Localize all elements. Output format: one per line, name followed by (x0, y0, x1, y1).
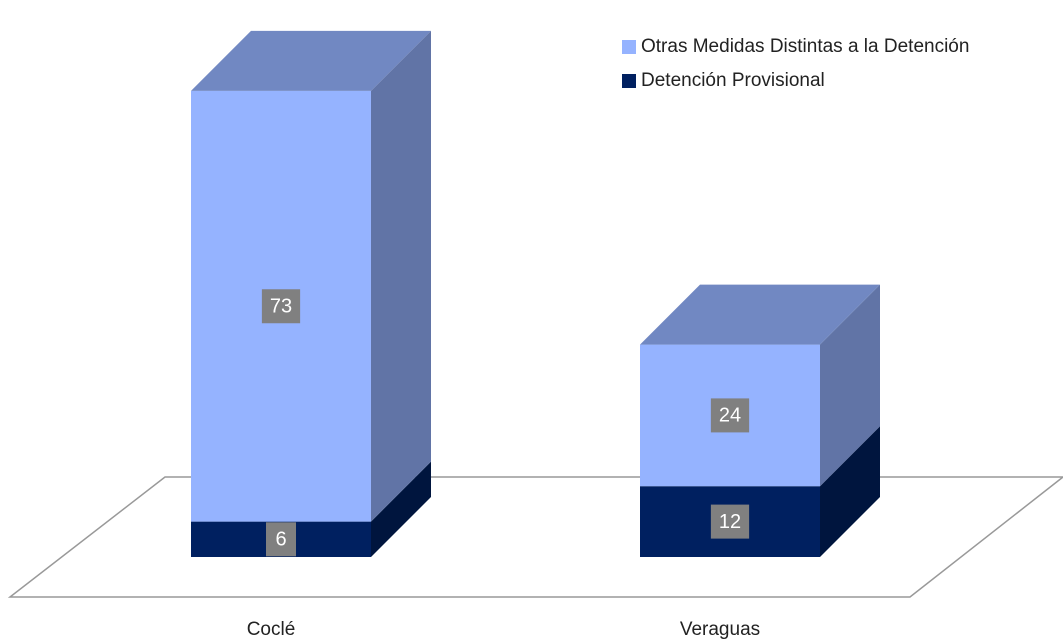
legend-label: Otras Medidas Distintas a la Detención (641, 36, 969, 57)
bar-side (820, 284, 880, 487)
data-label-box (261, 289, 301, 324)
data-label: 12 (719, 511, 741, 533)
legend-label: Detención Provisional (641, 70, 825, 91)
data-label: 24 (719, 405, 741, 427)
bar-top (640, 284, 880, 345)
data-label: 6 (275, 529, 286, 551)
data-label-box (710, 398, 750, 433)
bar-side (371, 30, 431, 522)
legend-swatch (622, 40, 636, 54)
legend-swatch (622, 74, 636, 88)
x-tick-label: Veraguas (680, 619, 760, 640)
x-tick-label: Coclé (247, 619, 296, 640)
floor (7, 476, 1063, 598)
data-label-box (710, 504, 750, 539)
bar-side (371, 461, 431, 557)
bar-top (191, 30, 431, 91)
data-label: 73 (270, 296, 292, 318)
data-label-box (266, 522, 296, 557)
bar-side (820, 426, 880, 557)
